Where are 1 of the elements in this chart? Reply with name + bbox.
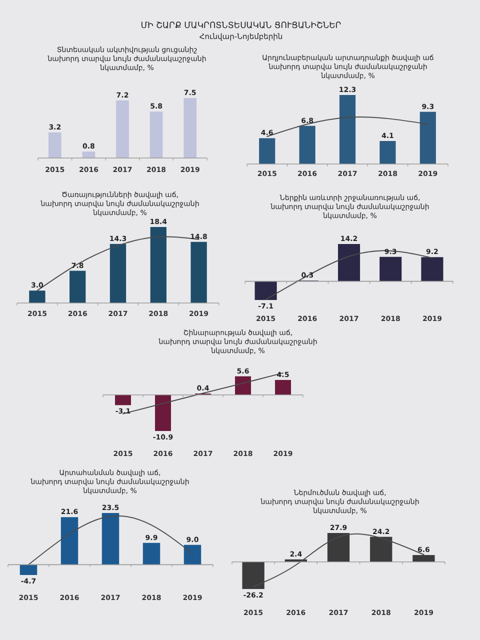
text: ՄԻ ՇԱՐՔ ՄԱԿՐՈՏՆՏԵՍԱԿԱՆ ՑՈՒՑԱՆԻՇՆԵՐ (140, 21, 342, 31)
